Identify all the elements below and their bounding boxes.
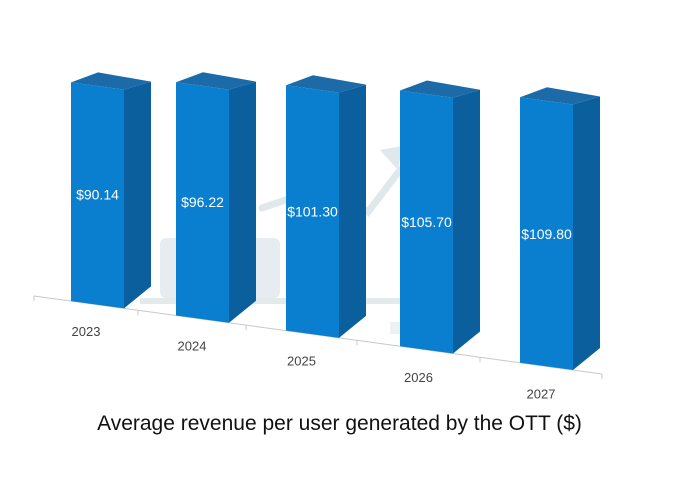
bar-front <box>176 82 229 323</box>
bar-front <box>286 85 339 338</box>
x-tick-label: 2023 <box>72 324 101 339</box>
data-label: $109.80 <box>521 226 572 242</box>
bar-side <box>229 81 256 323</box>
data-labels: $90.14 $96.22 $101.30 $105.70 $109.80 <box>76 187 572 242</box>
bar <box>71 72 151 309</box>
chart-title: Average revenue per user generated by th… <box>97 412 582 435</box>
bar <box>520 87 600 371</box>
watermark-arrow-head-icon <box>380 146 402 170</box>
data-label: $105.70 <box>401 214 452 230</box>
x-tick-label: 2024 <box>178 339 207 354</box>
bars <box>71 72 600 371</box>
bar-front <box>71 82 124 309</box>
data-label: $96.22 <box>181 194 224 210</box>
bar-top <box>520 87 600 105</box>
bar-side <box>124 81 151 309</box>
bar-top <box>400 80 480 98</box>
bar-top <box>71 72 151 90</box>
data-label: $90.14 <box>76 187 119 203</box>
bar-side <box>573 96 600 371</box>
x-tick-label: 2027 <box>527 387 556 402</box>
x-tick-label: 2025 <box>287 354 316 369</box>
x-tick-label: 2026 <box>404 370 433 385</box>
bar-front <box>520 97 573 371</box>
bar <box>286 75 366 338</box>
x-axis-line <box>33 295 603 375</box>
bar-front <box>400 90 453 354</box>
bar <box>400 80 480 354</box>
bar <box>176 72 256 323</box>
x-axis: 2023 2024 2025 2026 2027 <box>33 295 603 402</box>
bar-top <box>286 75 366 93</box>
data-label: $101.30 <box>287 204 338 220</box>
bar-side <box>453 89 480 354</box>
bar-side <box>339 84 366 338</box>
bar-top <box>176 72 256 90</box>
